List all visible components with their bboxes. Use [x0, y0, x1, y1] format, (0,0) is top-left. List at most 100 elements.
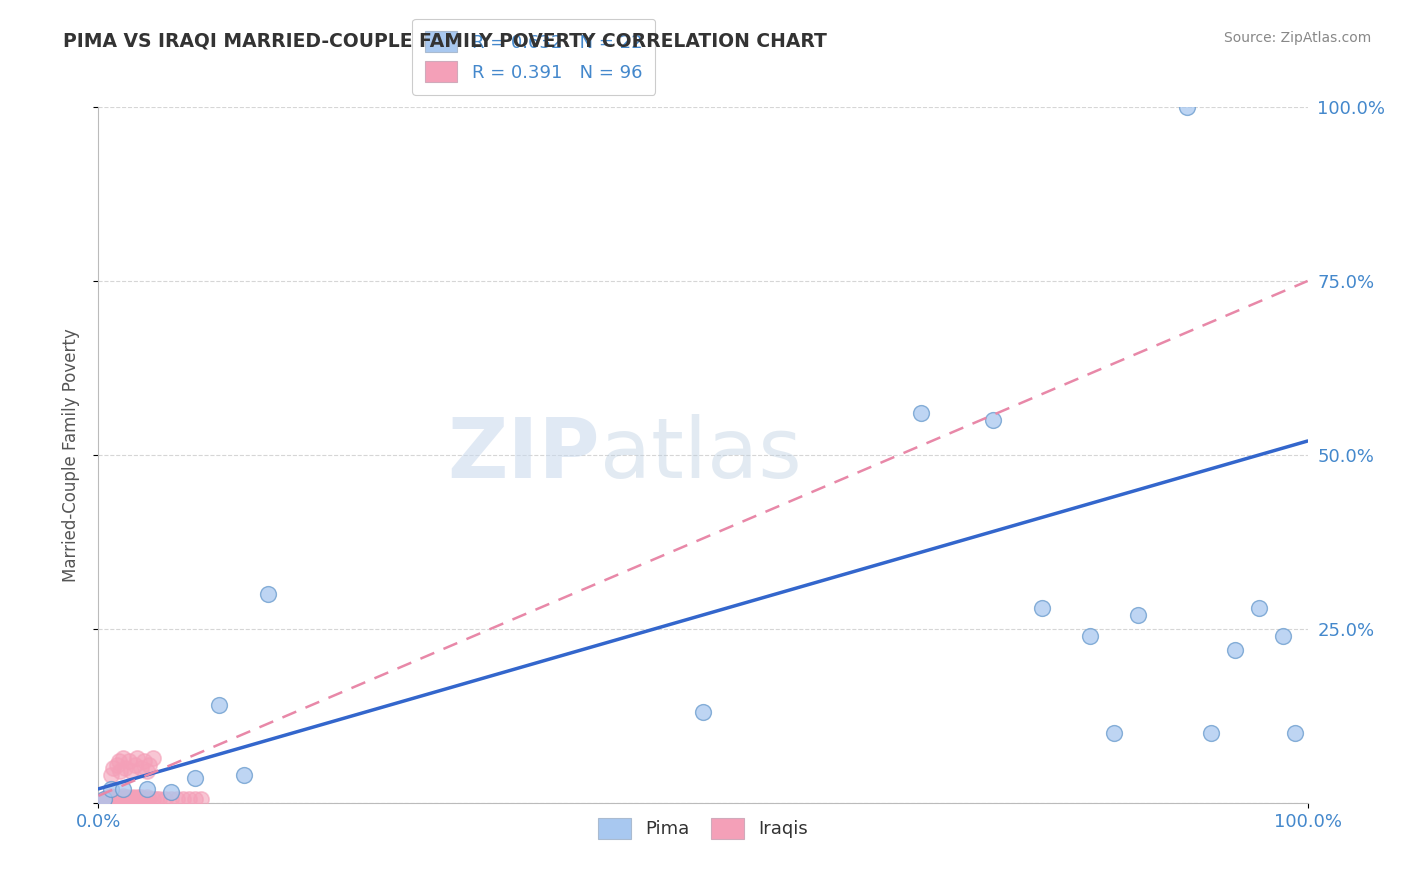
Text: ZIP: ZIP	[447, 415, 600, 495]
Point	[107, 791, 129, 805]
Point	[184, 772, 207, 786]
Point	[96, 793, 118, 807]
Point	[160, 785, 183, 799]
Point	[134, 791, 156, 805]
Text: atlas: atlas	[600, 415, 801, 495]
Point	[96, 791, 118, 805]
Point	[114, 791, 136, 805]
Point	[127, 792, 149, 806]
Point	[134, 754, 156, 768]
Point	[124, 757, 146, 772]
Point	[101, 761, 124, 775]
Point	[111, 792, 134, 806]
Point	[108, 792, 131, 806]
Point	[100, 768, 122, 782]
Point	[125, 791, 148, 805]
Point	[103, 793, 125, 807]
Point	[172, 792, 194, 806]
Point	[108, 791, 131, 805]
Point	[94, 794, 117, 808]
Point	[103, 791, 125, 805]
Point	[981, 413, 1004, 427]
Point	[1031, 601, 1053, 615]
Point	[232, 768, 254, 782]
Point	[91, 794, 114, 808]
Point	[118, 793, 141, 807]
Point	[1078, 629, 1101, 643]
Point	[100, 791, 122, 805]
Point	[148, 792, 170, 806]
Point	[97, 790, 120, 805]
Point	[111, 791, 134, 805]
Point	[124, 791, 146, 805]
Point	[117, 792, 139, 806]
Point	[179, 791, 201, 805]
Point	[100, 789, 122, 803]
Point	[138, 757, 160, 772]
Point	[115, 791, 138, 805]
Point	[208, 698, 231, 713]
Point	[114, 761, 136, 775]
Point	[98, 791, 121, 805]
Text: Source: ZipAtlas.com: Source: ZipAtlas.com	[1223, 31, 1371, 45]
Point	[153, 791, 176, 805]
Point	[111, 781, 134, 796]
Point	[1223, 642, 1246, 657]
Point	[108, 794, 131, 808]
Point	[91, 793, 114, 807]
Point	[93, 792, 115, 806]
Point	[120, 793, 142, 807]
Point	[135, 764, 157, 779]
Point	[118, 791, 141, 805]
Point	[1199, 726, 1222, 740]
Point	[1284, 726, 1306, 740]
Point	[100, 781, 122, 796]
Point	[121, 791, 143, 805]
Point	[138, 791, 160, 805]
Point	[100, 791, 122, 805]
Point	[118, 754, 141, 768]
Point	[108, 754, 131, 768]
Point	[101, 794, 124, 808]
Point	[104, 792, 127, 806]
Point	[184, 792, 207, 806]
Point	[129, 792, 152, 806]
Point	[129, 790, 152, 805]
Legend: Pima, Iraqis: Pima, Iraqis	[591, 811, 815, 846]
Point	[105, 791, 128, 805]
Y-axis label: Married-Couple Family Poverty: Married-Couple Family Poverty	[62, 328, 80, 582]
Point	[100, 793, 122, 807]
Point	[1128, 607, 1150, 622]
Point	[100, 794, 122, 808]
Point	[98, 793, 121, 807]
Point	[120, 764, 142, 779]
Point	[105, 790, 128, 805]
Point	[118, 792, 141, 806]
Text: PIMA VS IRAQI MARRIED-COUPLE FAMILY POVERTY CORRELATION CHART: PIMA VS IRAQI MARRIED-COUPLE FAMILY POVE…	[63, 31, 827, 50]
Point	[117, 790, 139, 805]
Point	[127, 750, 149, 764]
Point	[124, 792, 146, 806]
Point	[108, 793, 131, 807]
Point	[112, 791, 135, 805]
Point	[1272, 629, 1295, 643]
Point	[104, 794, 127, 808]
Point	[108, 764, 131, 779]
Point	[692, 706, 714, 720]
Point	[111, 789, 134, 803]
Point	[97, 792, 120, 806]
Point	[142, 750, 165, 764]
Point	[114, 792, 136, 806]
Point	[118, 791, 141, 805]
Point	[120, 791, 142, 805]
Point	[135, 790, 157, 805]
Point	[145, 791, 167, 805]
Point	[107, 792, 129, 806]
Point	[142, 792, 165, 806]
Point	[125, 793, 148, 807]
Point	[127, 793, 149, 807]
Point	[115, 793, 138, 807]
Point	[121, 792, 143, 806]
Point	[1102, 726, 1125, 740]
Point	[166, 791, 188, 805]
